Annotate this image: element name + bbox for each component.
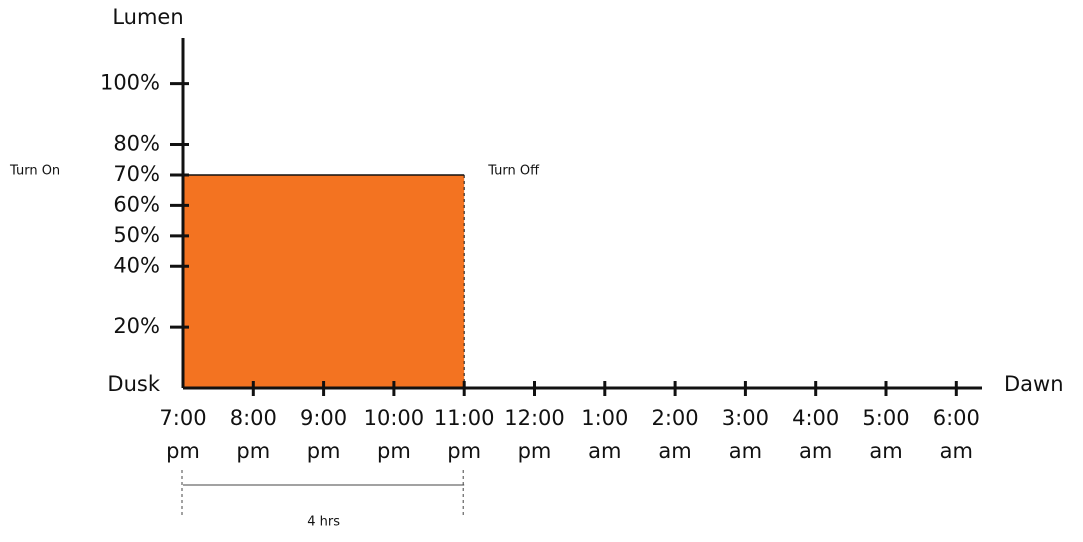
x-tick-label: 5:00 am [862,406,910,463]
x-tick-label: 4:00 am [792,406,840,463]
x-tick-label: 12:00 pm [504,406,565,463]
y-tick-label: 20% [113,314,160,338]
x-tick-label: 2:00 am [651,406,699,463]
y-tick-label: 60% [113,192,160,216]
area [183,174,465,388]
y-tick-label: 100% [100,71,160,95]
y-axis-label: Lumen [112,5,183,29]
x-tick-label: 8:00 pm [229,406,277,463]
x-tick-label: 10:00 pm [363,406,425,463]
x-tick-label: 7:00 pm [159,406,207,463]
x-tick-label: 11:00 pm [433,406,495,463]
x-tick-label: 6:00 am [932,406,980,463]
x-tick-label: 1:00 am [581,406,629,463]
end-label: Dawn [1004,372,1064,396]
turn-off-label: Turn Off [487,163,540,178]
start-label: Dusk [107,372,160,396]
y-tick-label: 80% [113,132,160,156]
turn-on-label: Turn On [9,163,60,178]
y-tick-label: 70% [113,162,160,186]
y-tick-label: 50% [113,223,160,247]
x-tick-label: 9:00 pm [300,406,348,463]
y-tick-label: 40% [113,253,160,277]
x-tick-label: 3:00 am [721,406,769,463]
duration-label: 4 hrs [307,515,340,530]
